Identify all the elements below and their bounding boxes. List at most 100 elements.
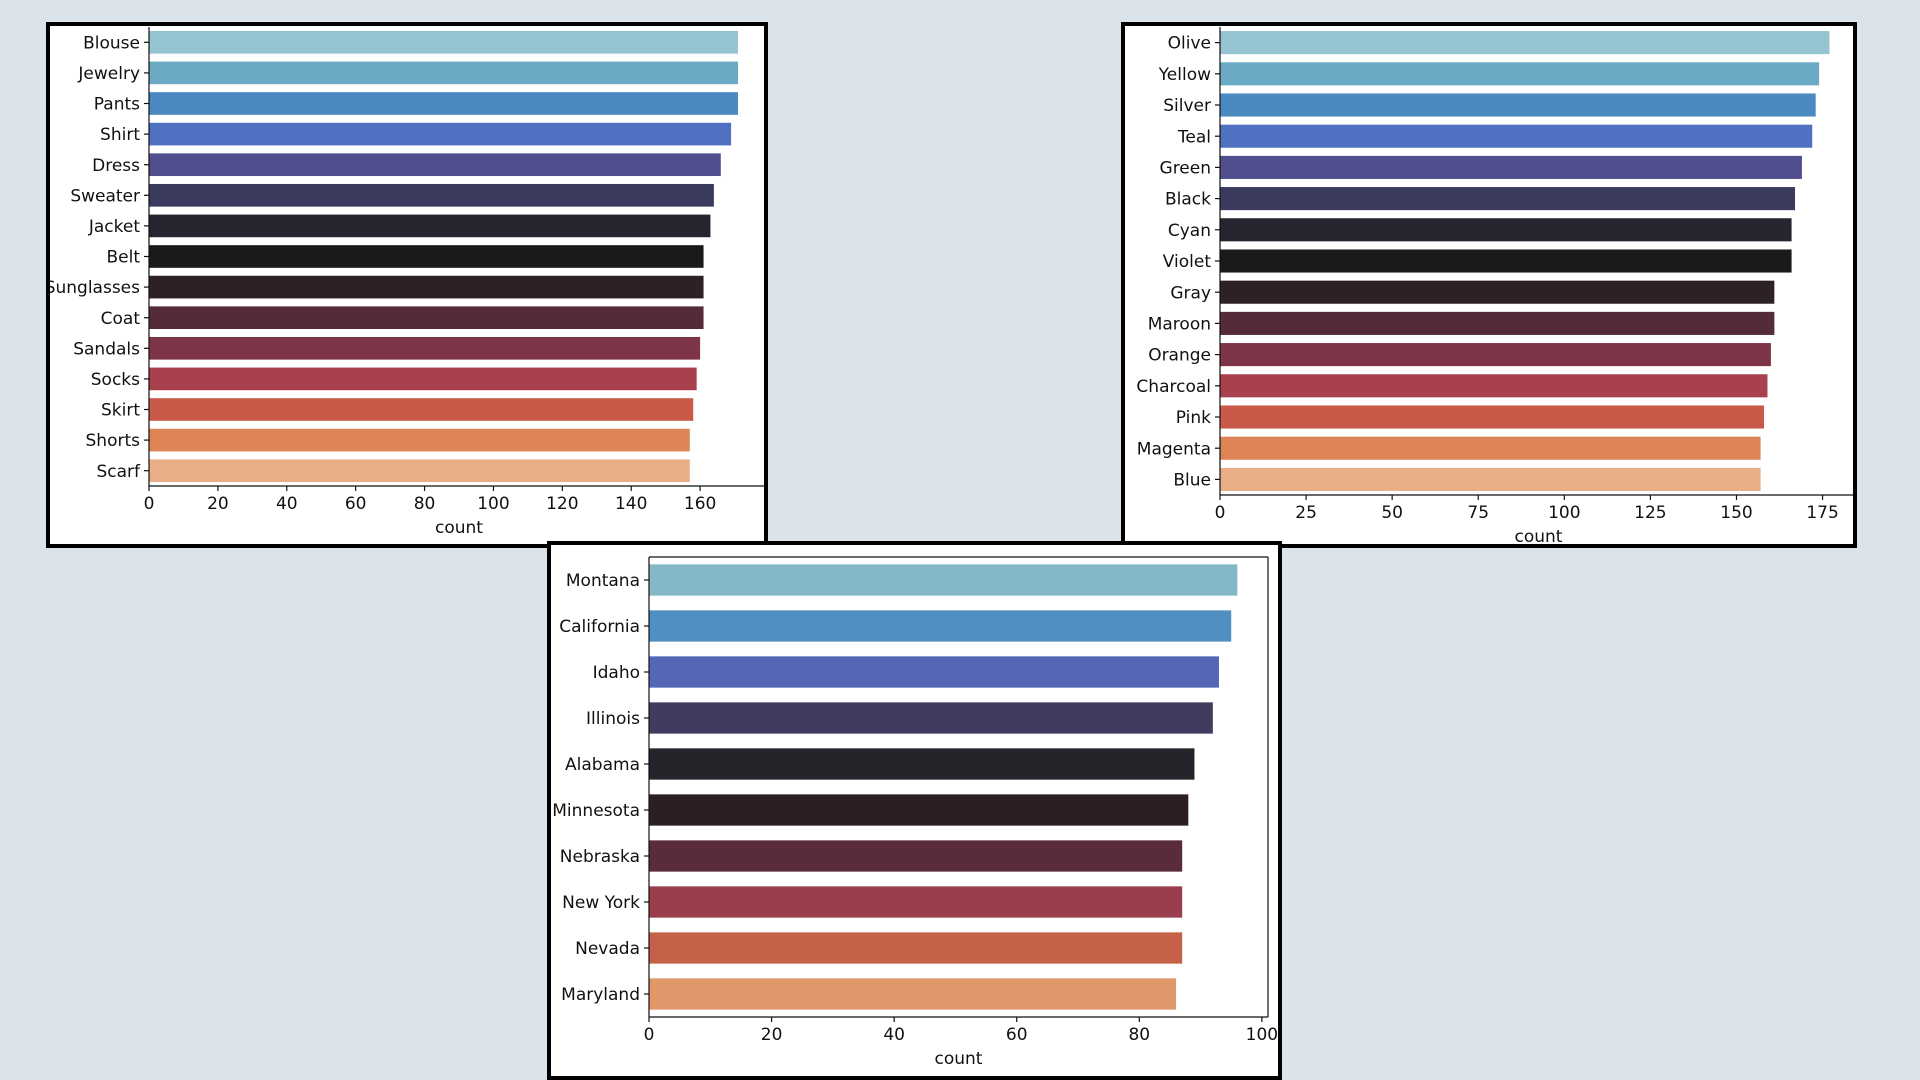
y-tick-label: Sweater [70,186,140,206]
y-tick-label: Maryland [561,985,640,1005]
y-tick-label: Jacket [88,217,140,237]
x-tick-label: 60 [1006,1025,1028,1045]
x-tick-label: 100 [477,494,509,514]
x-tick-label: 100 [1548,503,1580,523]
y-tick-label: Montana [566,571,640,591]
bar-nebraska [649,840,1183,872]
bar-pink [1220,405,1765,429]
bar-alabama [649,748,1195,780]
chart-panel-state: Montana California Idaho Illinois Alabama Min… [547,541,1282,1080]
bar-black [1220,187,1796,211]
y-tick-label: Blue [1173,471,1211,491]
bar-violet [1220,249,1792,273]
x-tick-label: 150 [1720,503,1752,523]
bar-yellow [1220,62,1820,86]
x-tick-label: 50 [1381,503,1403,523]
bar-sandals [149,336,701,360]
y-tick-label: Coat [101,309,141,329]
bar-orange [1220,343,1771,367]
y-tick-label: New York [562,893,640,913]
y-tick-label: Socks [91,370,140,390]
y-tick-label: Jewelry [77,64,140,84]
bar-jacket [149,214,711,238]
y-tick-label: Violet [1163,252,1212,272]
y-tick-label: Minnesota [552,801,640,821]
y-tick-label: Pants [94,95,140,115]
x-tick-label: 40 [276,494,298,514]
bar-illinois [649,702,1213,734]
x-tick-label: 40 [883,1025,905,1045]
y-tick-label: Black [1165,190,1211,210]
x-tick-label: 160 [684,494,716,514]
x-tick-label: 80 [1128,1025,1150,1045]
x-tick-label: 175 [1806,503,1838,523]
bar-montana [649,564,1238,596]
bar-skirt [149,398,694,421]
state-bar-chart: Montana California Idaho Illinois Alabama Min… [552,556,1278,1069]
x-tick-label: 25 [1295,503,1317,523]
y-tick-label: Nevada [575,939,640,959]
x-axis-label: count [435,518,483,538]
y-tick-label: Belt [106,248,140,268]
bar-california [649,610,1232,642]
y-tick-label: Illinois [586,709,640,729]
bar-shorts [149,428,690,452]
y-tick-label: Dress [92,156,140,176]
color-bar-chart: Olive Yellow Silver Teal Green Black Cyan Viole… [1136,27,1853,544]
x-tick-label: 125 [1634,503,1666,523]
bar-olive [1220,31,1830,55]
bar-dress [149,153,721,177]
y-tick-label: Sandals [73,339,140,359]
bar-pants [149,92,738,115]
y-tick-label: Olive [1168,34,1211,54]
chart-panel-color: Olive Yellow Silver Teal Green Black Cyan Viole… [1121,22,1857,548]
y-tick-label: Idaho [593,663,640,683]
y-tick-label: Yellow [1158,65,1211,85]
y-tick-label: Shirt [100,125,140,145]
chart-panel-product: Blouse Jewelry Pants Shirt Dress Sweater Jacke… [46,22,768,548]
bar-green [1220,155,1802,179]
y-tick-label: Sunglasses [50,278,140,298]
bar-shirt [149,122,732,146]
bar-charcoal [1220,374,1768,398]
x-tick-label: 0 [144,494,155,514]
bar-silver [1220,93,1816,117]
x-tick-label: 100 [1246,1025,1278,1045]
bar-minnesota [649,794,1189,826]
y-tick-label: Charcoal [1136,377,1211,397]
bar-jewelry [149,61,738,85]
bar-teal [1220,124,1813,148]
y-tick-label: Cyan [1168,221,1211,241]
x-tick-label: 20 [207,494,229,514]
y-tick-label: Skirt [101,401,140,421]
bar-magenta [1220,436,1761,460]
x-axis-label: count [935,1049,983,1069]
y-tick-label: Blouse [83,33,140,53]
x-tick-label: 75 [1467,503,1489,523]
y-tick-label: Magenta [1137,439,1211,459]
x-axis-label: count [1515,527,1563,544]
x-tick-label: 20 [761,1025,783,1045]
y-tick-label: Gray [1170,283,1211,303]
x-tick-label: 140 [615,494,647,514]
bar-coat [149,306,704,330]
y-tick-label: Green [1160,159,1211,179]
x-tick-label: 0 [1215,503,1226,523]
y-tick-label: Scarf [96,462,141,482]
x-tick-label: 0 [644,1025,655,1045]
bar-blouse [149,30,738,54]
bar-scarf [149,459,690,483]
bar-maroon [1220,311,1775,335]
y-tick-label: Nebraska [560,847,640,867]
bar-new-york [649,886,1183,918]
y-tick-label: Alabama [565,755,640,775]
bar-socks [149,367,697,391]
y-tick-label: Silver [1163,96,1211,116]
bar-sweater [149,183,714,207]
product-bar-chart: Blouse Jewelry Pants Shirt Dress Sweater Jacke… [50,27,764,538]
y-tick-label: Pink [1176,408,1211,428]
bar-blue [1220,467,1761,491]
bar-nevada [649,932,1183,964]
y-tick-label: Maroon [1148,315,1211,335]
y-tick-label: California [559,617,640,637]
